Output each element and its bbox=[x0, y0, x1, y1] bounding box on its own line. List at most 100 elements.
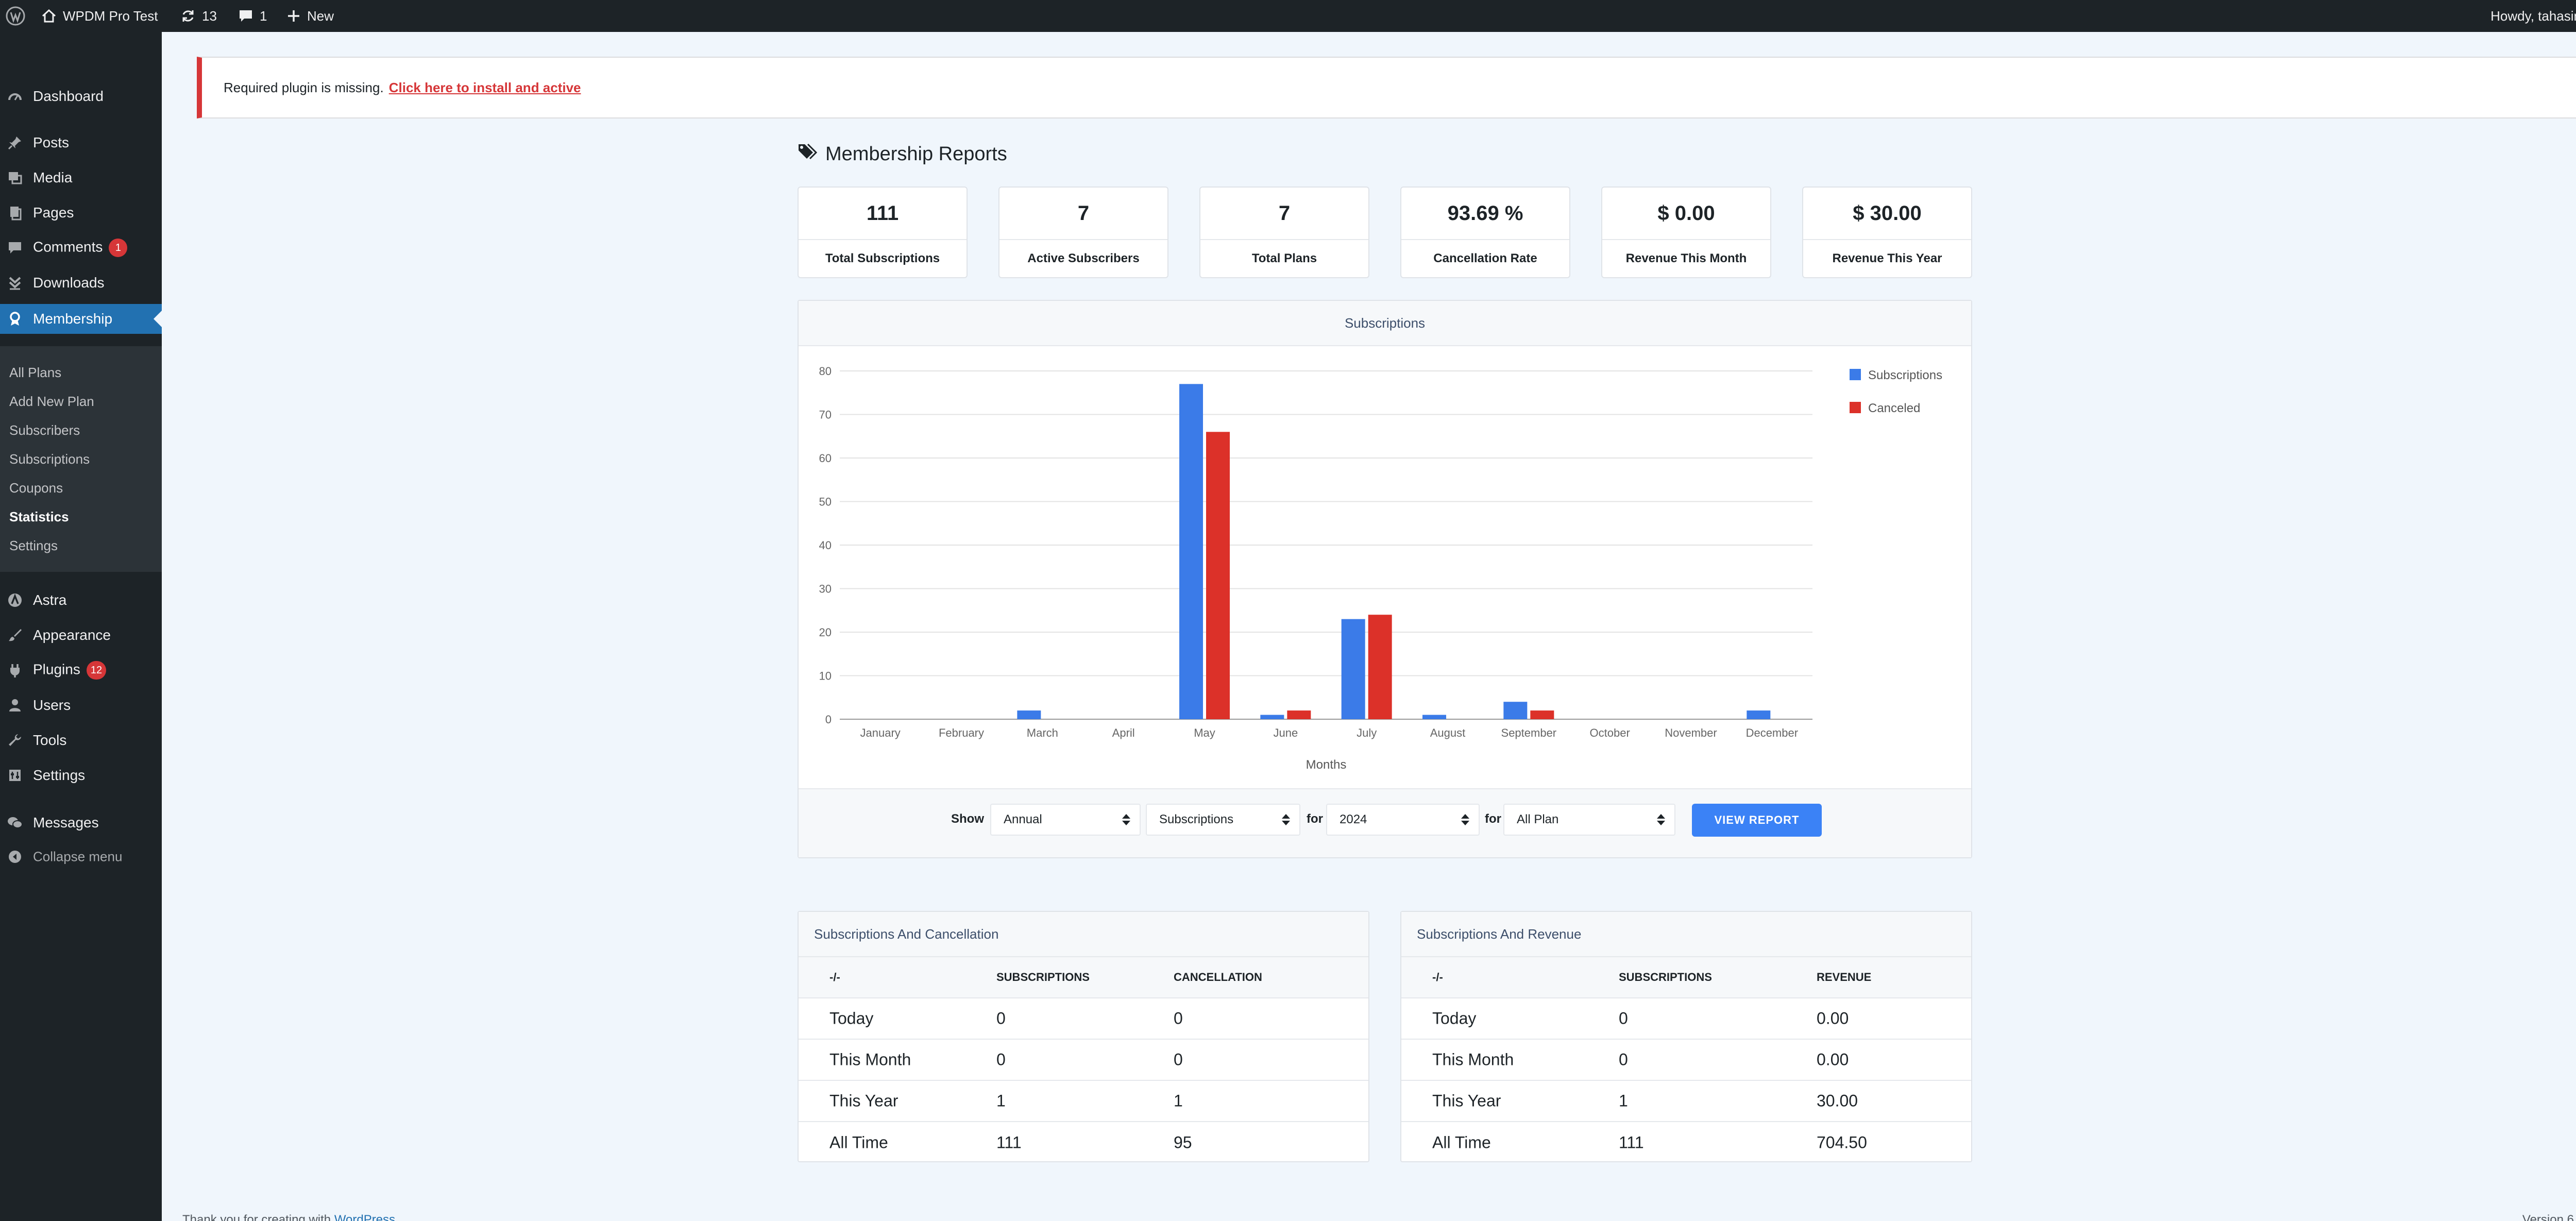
stat-card-cancellation-rate: 93.69 % Cancellation Rate bbox=[1400, 186, 1570, 278]
cell: 111 bbox=[1619, 1133, 1644, 1152]
collapse-label: Collapse menu bbox=[33, 849, 123, 864]
y-tick-label: 80 bbox=[819, 365, 832, 378]
sidebar-label: Media bbox=[33, 169, 73, 185]
x-tick-label: April bbox=[1112, 726, 1135, 739]
account-menu[interactable]: Howdy, tahasin bbox=[2490, 0, 2576, 32]
submenu-item-subscriptions[interactable]: Subscriptions bbox=[9, 451, 90, 467]
updates-icon bbox=[180, 8, 196, 24]
sidebar-item-comments[interactable]: Comments 1 bbox=[0, 233, 162, 263]
submenu-item-statistics[interactable]: Statistics bbox=[9, 509, 69, 524]
for-label: for bbox=[1485, 812, 1501, 826]
comments-link[interactable]: 1 bbox=[238, 0, 267, 32]
submenu-item-settings[interactable]: Settings bbox=[9, 538, 58, 553]
sidebar-item-dashboard[interactable]: Dashboard bbox=[0, 81, 162, 111]
select-arrows-icon bbox=[1657, 814, 1665, 825]
bar-subscriptions bbox=[1017, 710, 1041, 719]
stat-value: 93.69 % bbox=[1447, 202, 1523, 225]
stat-card-revenue-year: $ 30.00 Revenue This Year bbox=[1802, 186, 1972, 278]
sidebar-item-media[interactable]: Media bbox=[0, 163, 162, 193]
y-tick-label: 40 bbox=[819, 539, 832, 552]
x-tick-label: May bbox=[1194, 726, 1215, 739]
sidebar-item-membership[interactable]: Membership bbox=[0, 304, 162, 334]
cell: 0 bbox=[1174, 1009, 1183, 1028]
table-row: All Time 111 704.50 bbox=[1401, 1122, 1971, 1163]
metric-select[interactable]: Subscriptions bbox=[1146, 804, 1300, 836]
sidebar-item-messages[interactable]: Messages bbox=[0, 808, 162, 838]
column-header: SUBSCRIPTIONS bbox=[1619, 971, 1712, 983]
pages-icon bbox=[6, 204, 24, 222]
sidebar-item-users[interactable]: Users bbox=[0, 690, 162, 720]
stat-value: 7 bbox=[1077, 202, 1090, 225]
notice-text: Required plugin is missing. bbox=[224, 79, 384, 95]
plan-select[interactable]: All Plan bbox=[1503, 804, 1675, 836]
submenu-item-all-plans[interactable]: All Plans bbox=[9, 365, 62, 380]
sidebar-item-appearance[interactable]: Appearance bbox=[0, 620, 162, 650]
plan-value: All Plan bbox=[1517, 812, 1559, 826]
site-name: WPDM Pro Test bbox=[63, 8, 158, 24]
sidebar-item-astra[interactable]: Astra bbox=[0, 585, 162, 615]
sidebar-label-wrap: Plugins 12 bbox=[33, 661, 107, 680]
new-content-link[interactable]: New bbox=[286, 0, 334, 32]
stat-card-total-subscriptions: 111 Total Subscriptions bbox=[798, 186, 968, 278]
collapse-menu-button[interactable]: Collapse menu bbox=[0, 842, 162, 872]
row-label: This Month bbox=[829, 1050, 911, 1069]
submenu-item-subscribers[interactable]: Subscribers bbox=[9, 422, 80, 438]
stat-label: Total Plans bbox=[1200, 239, 1368, 277]
sidebar-item-pages[interactable]: Pages bbox=[0, 198, 162, 228]
x-tick-label: March bbox=[1027, 726, 1058, 739]
row-label: All Time bbox=[1432, 1133, 1491, 1152]
plugins-badge: 12 bbox=[86, 661, 107, 680]
cell: 1 bbox=[1174, 1091, 1183, 1110]
stat-card-active-subscribers: 7 Active Subscribers bbox=[998, 186, 1168, 278]
sidebar-label: Pages bbox=[33, 205, 74, 221]
row-label: This Month bbox=[1432, 1050, 1514, 1069]
subscriptions-chart: 0 10 20 30 40 50 60 70 80 January February March Apr… bbox=[819, 365, 1943, 772]
award-icon bbox=[6, 310, 24, 328]
sidebar-item-downloads[interactable]: Downloads bbox=[0, 268, 162, 298]
sidebar-item-posts[interactable]: Posts bbox=[0, 128, 162, 158]
install-plugin-link[interactable]: Click here to install and active bbox=[388, 79, 581, 95]
stat-label: Revenue This Month bbox=[1602, 239, 1770, 277]
tags-icon bbox=[798, 142, 818, 166]
select-arrows-icon bbox=[1461, 814, 1469, 825]
main-content: Required plugin is missing. Click here t… bbox=[162, 32, 2576, 1221]
stat-label: Total Subscriptions bbox=[799, 239, 967, 277]
sidebar-item-plugins[interactable]: Plugins 12 bbox=[0, 655, 162, 685]
table-header-row: -/- SUBSCRIPTIONS REVENUE bbox=[1401, 957, 1971, 998]
legend-label: Subscriptions bbox=[1868, 368, 1942, 382]
cell: 0 bbox=[996, 1050, 1006, 1069]
footer-text: Thank you for creating with bbox=[182, 1213, 331, 1221]
column-header: REVENUE bbox=[1817, 971, 1872, 983]
legend-label: Canceled bbox=[1868, 401, 1920, 415]
cell: 0 bbox=[1174, 1050, 1183, 1069]
chart-panel-title: Subscriptions bbox=[799, 301, 1971, 346]
sidebar-label: Downloads bbox=[33, 275, 105, 291]
submenu-item-coupons[interactable]: Coupons bbox=[9, 480, 63, 496]
row-label: All Time bbox=[829, 1133, 888, 1152]
collapse-icon bbox=[6, 848, 24, 866]
table-row: This Year 1 30.00 bbox=[1401, 1081, 1971, 1122]
y-tick-label: 70 bbox=[819, 409, 832, 421]
admin-bar: WPDM Pro Test 13 1 New Howdy, tahasin bbox=[0, 0, 2576, 32]
period-select[interactable]: Annual bbox=[990, 804, 1141, 836]
submenu-item-add-new-plan[interactable]: Add New Plan bbox=[9, 394, 94, 409]
settings-icon bbox=[6, 767, 24, 784]
table-row: All Time 111 95 bbox=[799, 1122, 1368, 1163]
row-label: This Year bbox=[1432, 1091, 1501, 1110]
page-title: Membership Reports bbox=[798, 142, 1007, 166]
year-select[interactable]: 2024 bbox=[1326, 804, 1480, 836]
updates-link[interactable]: 13 bbox=[180, 0, 217, 32]
wrench-icon bbox=[6, 732, 24, 749]
comment-bubble-icon bbox=[238, 8, 253, 24]
wordpress-logo-icon[interactable] bbox=[5, 0, 26, 32]
dashboard-icon bbox=[6, 88, 24, 105]
sidebar-item-tools[interactable]: Tools bbox=[0, 725, 162, 755]
sidebar-label: Tools bbox=[33, 732, 67, 748]
wordpress-link[interactable]: WordPress. bbox=[334, 1213, 399, 1221]
bar-subscriptions bbox=[1747, 710, 1771, 719]
view-report-button[interactable]: VIEW REPORT bbox=[1692, 804, 1822, 837]
media-icon bbox=[6, 169, 24, 186]
site-name-link[interactable]: WPDM Pro Test bbox=[41, 0, 158, 32]
sidebar-item-settings[interactable]: Settings bbox=[0, 760, 162, 790]
missing-plugin-notice: Required plugin is missing. Click here t… bbox=[197, 57, 2576, 118]
